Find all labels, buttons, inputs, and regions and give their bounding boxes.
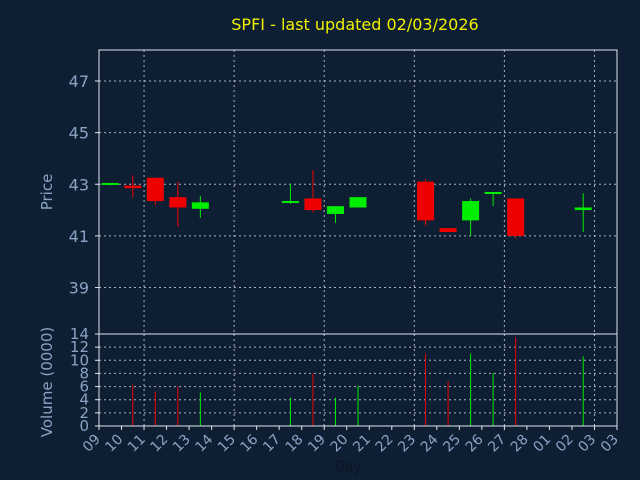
price-tick-label: 39: [69, 279, 89, 298]
x-tick-label: 17: [260, 432, 284, 456]
price-plot-area: [99, 50, 617, 334]
candle-body: [349, 197, 367, 208]
x-tick-label: 09: [80, 432, 104, 456]
x-tick-label: 11: [125, 432, 149, 456]
candle-body: [439, 228, 457, 233]
x-tick-label: 12: [147, 432, 171, 456]
x-tick-label: 28: [508, 432, 532, 456]
candle-body: [191, 202, 209, 209]
x-tick-label: 13: [170, 432, 194, 456]
x-tick-label: 18: [283, 432, 307, 456]
candle-body: [507, 198, 525, 236]
volume-panel: 0246810121409101112131415161718192021222…: [70, 325, 622, 455]
volume-tick-label: 10: [70, 351, 89, 369]
price-axis-label: Price: [38, 174, 56, 211]
candle-body: [304, 198, 322, 211]
price-tick-label: 41: [69, 227, 89, 246]
x-tick-label: 26: [463, 431, 487, 455]
candle-body: [417, 181, 435, 221]
x-tick-label: 15: [215, 432, 239, 456]
x-axis-label: Day: [334, 459, 362, 475]
volume-tick-label: 8: [79, 364, 89, 382]
price-tick-label: 43: [69, 175, 89, 194]
candle-body: [484, 192, 502, 194]
x-tick-label: 20: [328, 432, 352, 456]
price-tick-label: 45: [69, 124, 89, 143]
x-tick-label: 10: [102, 432, 126, 456]
volume-tick-label: 4: [79, 391, 89, 409]
x-tick-label: 19: [305, 432, 329, 456]
candle-body: [281, 201, 299, 204]
candle-body: [101, 182, 119, 185]
x-tick-label: 03: [575, 432, 599, 456]
candle-body: [146, 177, 164, 202]
price-panel: 39 41 43 45 47: [69, 49, 618, 335]
x-tick-label: 03: [598, 432, 622, 456]
x-tick-label: 25: [440, 432, 464, 456]
x-tick-label: 23: [395, 432, 419, 456]
candle-body: [169, 197, 187, 208]
x-tick-label: 24: [418, 431, 442, 455]
price-tick-label: 47: [69, 72, 89, 91]
candle-body: [574, 207, 592, 211]
candle-body: [124, 185, 142, 189]
volume-tick-label: 0: [79, 417, 89, 435]
volume-tick-label: 6: [79, 378, 89, 396]
volume-tick-label: 2: [79, 404, 89, 422]
chart-title: SPFI - last updated 02/03/2026: [231, 15, 478, 34]
x-tick-label: 16: [238, 431, 262, 455]
candle-body: [462, 201, 480, 221]
volume-frame: [98, 333, 618, 427]
x-tick-label: 14: [193, 431, 217, 455]
volume-tick-label: 12: [70, 338, 89, 356]
x-tick-label: 27: [485, 432, 509, 456]
volume-tick-label: 14: [70, 325, 89, 343]
x-tick-label: 01: [530, 432, 554, 456]
x-tick-label: 22: [373, 432, 397, 456]
x-tick-label: 21: [350, 432, 374, 456]
volume-axis-label: Volume (0000): [38, 327, 56, 437]
x-tick-label: 02: [553, 432, 577, 456]
candle-body: [326, 206, 344, 214]
